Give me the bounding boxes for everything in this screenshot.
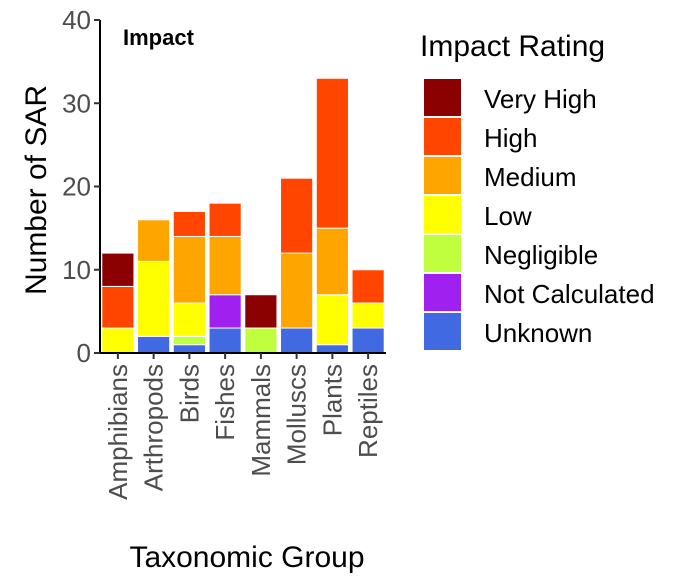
bars-group — [101, 77, 385, 354]
legend-key-negligible — [424, 235, 461, 272]
legend-key-low — [424, 196, 461, 233]
bar-segment-birds-low — [172, 302, 206, 337]
legend-label-medium: Medium — [484, 162, 576, 192]
x-tick-label-plants: Plants — [317, 364, 347, 436]
legend-key-not-calculated — [424, 274, 461, 311]
x-tick-label-molluscs: Molluscs — [282, 364, 312, 465]
bar-segment-molluscs-unknown — [280, 327, 314, 354]
y-axis-title: Number of SAR — [20, 85, 53, 295]
bar-segment-birds-medium — [172, 235, 206, 304]
x-tick-label-fishes: Fishes — [210, 364, 240, 441]
legend-label-not-calculated: Not Calculated — [484, 279, 655, 309]
bar-segment-amphibians-low — [101, 327, 135, 354]
x-axis-ticks: Amphibians Arthropods Birds Fishes Mammals Mo… — [103, 353, 383, 500]
bar-segment-mammals-very-high — [244, 294, 278, 329]
bar-segment-birds-negligible — [172, 335, 206, 346]
bar-segment-birds-high — [172, 210, 206, 237]
bar-segment-fishes-unknown — [208, 327, 242, 354]
x-tick-label-amphibians: Amphibians — [103, 364, 133, 500]
bar-segment-plants-low — [315, 294, 349, 346]
y-tick-label: 10 — [62, 255, 91, 285]
x-tick-label-arthropods: Arthropods — [139, 364, 169, 491]
bar-segment-reptiles-unknown — [351, 327, 385, 354]
y-tick-label: 40 — [62, 5, 91, 35]
bar-segment-fishes-high — [208, 202, 242, 237]
bar-segment-mammals-negligible — [244, 327, 278, 354]
bar-segment-molluscs-high — [280, 177, 314, 254]
bar-segment-reptiles-high — [351, 269, 385, 304]
legend-label-high: High — [484, 123, 537, 153]
legend-label-low: Low — [484, 201, 532, 231]
bar-segment-amphibians-very-high — [101, 252, 135, 287]
bar-segment-plants-medium — [315, 227, 349, 296]
legend-title: Impact Rating — [420, 30, 605, 63]
chart-title: Impact — [123, 25, 195, 50]
bar-segment-birds-unknown — [172, 344, 206, 354]
bar-segment-arthropods-medium — [137, 219, 171, 262]
y-tick-label: 30 — [62, 88, 91, 118]
x-tick-label-birds: Birds — [174, 364, 204, 423]
legend-key-unknown — [424, 313, 461, 350]
y-tick-label: 0 — [77, 338, 91, 368]
legend-label-unknown: Unknown — [484, 318, 592, 348]
bar-segment-amphibians-high — [101, 285, 135, 329]
legend-key-very-high — [424, 79, 461, 116]
bar-segment-fishes-not-calculated — [208, 294, 242, 329]
y-tick-label: 20 — [62, 172, 91, 202]
bar-segment-reptiles-low — [351, 302, 385, 329]
x-tick-label-mammals: Mammals — [246, 364, 276, 477]
y-axis-ticks: 0 10 20 30 40 — [62, 5, 100, 368]
legend: Impact Rating Very High High Medium Low Negl… — [420, 30, 655, 350]
bar-segment-arthropods-low — [137, 260, 171, 337]
legend-key-medium — [424, 157, 461, 194]
bar-segment-molluscs-medium — [280, 252, 314, 329]
bar-segment-fishes-medium — [208, 235, 242, 296]
legend-label-very-high: Very High — [484, 84, 597, 114]
x-axis-title: Taxonomic Group — [129, 541, 364, 574]
bar-segment-plants-high — [315, 77, 349, 229]
bar-segment-plants-unknown — [315, 344, 349, 354]
legend-key-high — [424, 118, 461, 155]
legend-label-negligible: Negligible — [484, 240, 598, 270]
bar-segment-arthropods-unknown — [137, 335, 171, 354]
x-tick-label-reptiles: Reptiles — [353, 364, 383, 458]
